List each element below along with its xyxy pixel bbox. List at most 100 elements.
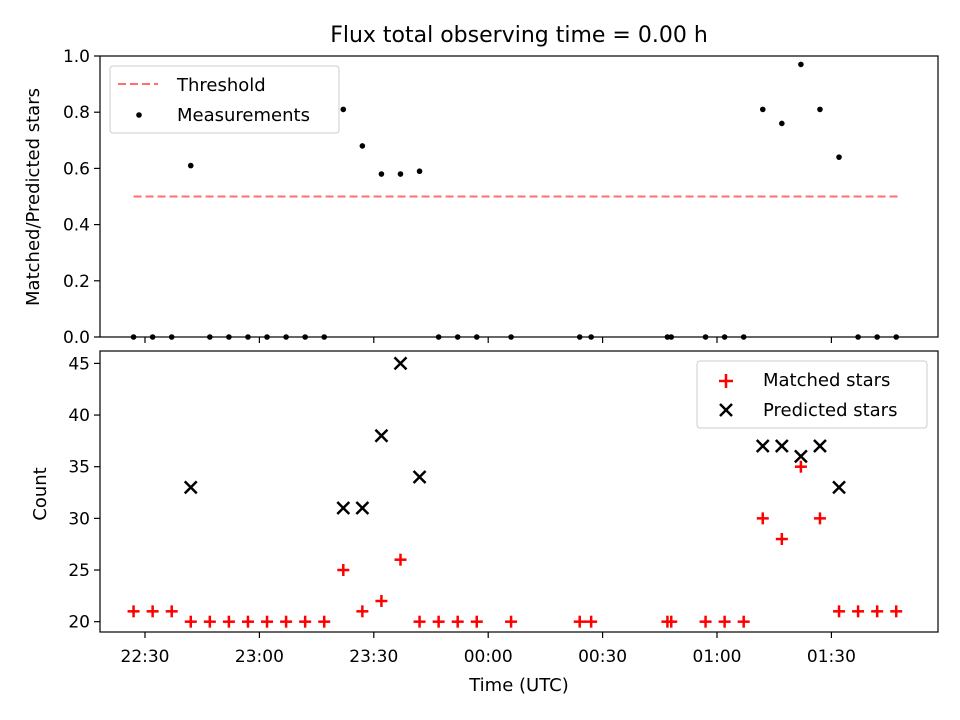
threshold-legend-label: Threshold xyxy=(176,75,266,96)
matched-star-point xyxy=(699,615,712,628)
matched-star-point xyxy=(337,564,350,577)
predicted-star-point xyxy=(336,501,351,515)
bottom-x-ticks: 22:30 23:00 23:30 00:00 00:30 01:00 01:30 xyxy=(121,632,856,667)
matched-star-point xyxy=(737,615,750,628)
matched-star-point xyxy=(833,605,846,618)
matched-star-point xyxy=(890,605,903,618)
matched-star-point xyxy=(505,615,518,628)
bottom-y-ticks: 20 25 30 35 40 45 xyxy=(68,354,100,633)
matched-star-point xyxy=(775,533,788,546)
matched-star-point xyxy=(413,615,426,628)
bottom-y-tick-label: 45 xyxy=(68,354,90,374)
bottom-y-tick-label: 40 xyxy=(68,406,90,426)
bottom-legend-box xyxy=(696,360,928,429)
top-panel: 0.0 0.2 0.4 0.6 0.8 1.0 Matched/Predicted sta… xyxy=(23,47,939,348)
measurement-point xyxy=(759,106,766,113)
x-tick-label: 00:30 xyxy=(578,647,627,667)
matched-star-point xyxy=(375,595,388,608)
measurement-point xyxy=(187,162,194,169)
matched-star-point xyxy=(852,605,865,618)
measurement-point xyxy=(378,171,385,177)
predicted-star-point xyxy=(374,428,389,443)
matched-star-point xyxy=(813,512,826,525)
top-y-axis-label: Matched/Predicted stars xyxy=(23,88,44,306)
matched-star-point xyxy=(585,615,598,628)
bottom-y-tick-label: 20 xyxy=(68,613,90,633)
measurements-legend-label: Measurements xyxy=(177,105,310,126)
predicted-star-point xyxy=(412,470,427,484)
bottom-y-tick-label: 35 xyxy=(68,458,90,478)
matched-star-point xyxy=(299,615,312,628)
matched-star-point xyxy=(261,615,274,628)
matched-star-point xyxy=(665,615,678,628)
x-axis-label: Time (UTC) xyxy=(468,675,569,696)
matched-star-point xyxy=(573,615,586,628)
matched-star-point xyxy=(280,615,293,628)
top-y-tick-label: 1.0 xyxy=(63,47,90,67)
measurements-legend-marker xyxy=(136,112,142,118)
matched-star-point xyxy=(146,605,159,618)
top-y-ticks: 0.0 0.2 0.4 0.6 0.8 1.0 xyxy=(63,47,100,348)
matched-star-point xyxy=(222,615,235,628)
top-y-tick-label: 0.2 xyxy=(63,272,90,292)
matched-star-point xyxy=(127,605,140,618)
top-y-tick-label: 0.4 xyxy=(63,216,90,236)
predicted-star-point xyxy=(393,356,408,371)
predicted-legend-marker xyxy=(719,403,733,417)
measurement-point xyxy=(779,120,785,127)
matched-star-point xyxy=(794,460,807,473)
x-tick-label: 22:30 xyxy=(121,647,170,667)
x-tick-label: 01:00 xyxy=(693,647,742,667)
x-tick-label: 01:30 xyxy=(807,647,856,667)
matched-star-point xyxy=(718,615,731,628)
predicted-legend-label: Predicted stars xyxy=(763,400,897,421)
top-y-tick-label: 0.0 xyxy=(63,328,90,348)
matched-star-point xyxy=(203,615,216,628)
top-legend: Threshold Measurements xyxy=(109,65,340,134)
matched-star-point xyxy=(451,615,464,628)
x-tick-label: 23:00 xyxy=(235,647,284,667)
measurement-point xyxy=(836,154,842,160)
matched-star-point xyxy=(184,615,197,628)
bottom-y-tick-label: 25 xyxy=(68,561,90,581)
matched-star-point xyxy=(241,615,254,628)
measurement-point xyxy=(359,143,366,149)
chart-title: Flux total observing time = 0.00 h xyxy=(330,23,708,48)
predicted-star-point xyxy=(794,449,808,464)
measurement-point xyxy=(416,168,423,175)
measurement-point xyxy=(340,106,347,113)
bottom-axes-frame xyxy=(99,350,939,633)
top-legend-box xyxy=(109,65,340,134)
x-tick-label: 00:00 xyxy=(464,647,513,667)
top-x-ticks xyxy=(144,337,833,343)
matched-star-point xyxy=(470,615,483,628)
measurement-point xyxy=(817,106,823,113)
matched-legend-marker xyxy=(719,374,733,388)
matched-star-point xyxy=(871,605,884,618)
predicted-star-point xyxy=(774,439,789,453)
measurement-point xyxy=(798,61,804,68)
matched-star-point xyxy=(756,512,769,525)
bottom-y-tick-label: 30 xyxy=(68,509,90,529)
top-axes-frame xyxy=(99,55,939,338)
matched-star-point xyxy=(356,605,369,618)
matched-star-point xyxy=(165,605,178,618)
bottom-plot-area xyxy=(127,356,903,628)
top-y-tick-label: 0.6 xyxy=(63,159,90,179)
x-tick-label: 23:30 xyxy=(349,647,398,667)
matched-legend-label: Matched stars xyxy=(763,370,890,391)
predicted-star-point xyxy=(755,439,770,453)
predicted-star-point xyxy=(355,501,370,515)
predicted-star-point xyxy=(832,480,846,495)
matched-star-point xyxy=(394,553,407,566)
top-y-tick-label: 0.8 xyxy=(63,103,90,123)
matched-star-point xyxy=(318,615,331,628)
predicted-star-point xyxy=(813,439,827,453)
predicted-star-point xyxy=(183,480,198,495)
bottom-panel: 20 25 30 35 40 45 22:30 23:00 23:30 00:00 00:30 01… xyxy=(30,350,939,696)
bottom-y-axis-label: Count xyxy=(30,467,51,520)
measurement-point xyxy=(397,171,404,177)
matched-star-point xyxy=(432,615,445,628)
bottom-legend: Matched stars Predicted stars xyxy=(696,360,928,429)
